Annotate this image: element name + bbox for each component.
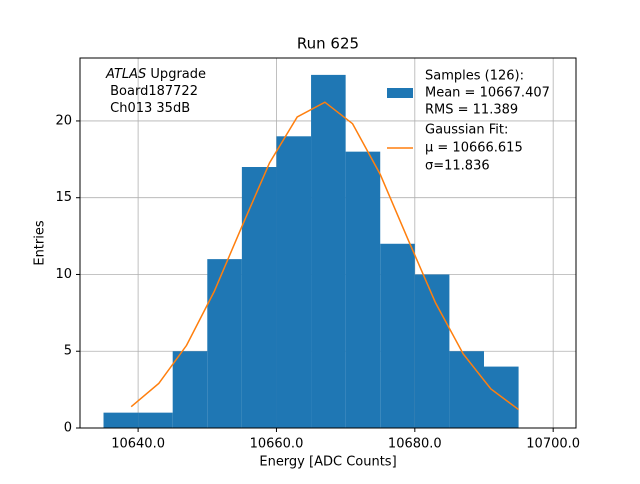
legend-swatch xyxy=(387,88,413,98)
marks xyxy=(103,74,520,428)
x-tick-label: 10660.0 xyxy=(250,437,304,452)
bar xyxy=(311,74,346,428)
bar xyxy=(345,151,381,428)
y-tick-label: 10 xyxy=(55,267,72,282)
bar xyxy=(241,167,277,428)
annotation-line: Ch013 35dB xyxy=(106,101,190,116)
legend-label: Gaussian Fit: xyxy=(425,123,508,138)
bar xyxy=(449,351,484,428)
x-tick-label: 10640.0 xyxy=(111,437,165,452)
chart-title: Run 625 xyxy=(297,35,359,53)
bar xyxy=(276,136,312,428)
y-axis-label: Entries xyxy=(33,220,48,266)
bar xyxy=(414,274,450,428)
y-tick-label: 0 xyxy=(64,421,72,436)
y-tick-label: 15 xyxy=(55,190,72,205)
plot-frame xyxy=(79,57,577,429)
legend-detail: RMS = 11.389 xyxy=(425,103,518,118)
legend-detail: μ = 10666.615 xyxy=(425,141,523,156)
bar xyxy=(138,412,173,428)
bar xyxy=(207,259,242,428)
y-tick-label: 5 xyxy=(64,344,72,359)
legend-detail: Mean = 10667.407 xyxy=(425,86,550,101)
annotation-line: Ch013 35dB xyxy=(110,101,190,116)
annotation-line: Board187722 xyxy=(106,84,198,99)
annotation-line: Board187722 xyxy=(110,84,198,99)
legend: Samples (126): Mean = 10667.407 RMS = 11… xyxy=(387,69,550,174)
annotation-line: Upgrade xyxy=(150,67,206,82)
legend-detail: σ=11.836 xyxy=(425,159,490,174)
legend-label: Samples (126): xyxy=(425,69,524,84)
bar xyxy=(103,412,139,428)
x-tick-label: 10700.0 xyxy=(526,437,580,452)
annotation-italic: ATLAS xyxy=(105,67,146,82)
bar xyxy=(172,351,208,428)
fit-line xyxy=(130,101,520,411)
x-tick-label: 10680.0 xyxy=(388,437,442,452)
x-axis-label: Energy [ADC Counts] xyxy=(259,455,396,470)
y-tick-label: 20 xyxy=(55,113,72,128)
bar xyxy=(380,243,415,428)
annotation: ATLAS Upgrade xyxy=(105,67,206,82)
